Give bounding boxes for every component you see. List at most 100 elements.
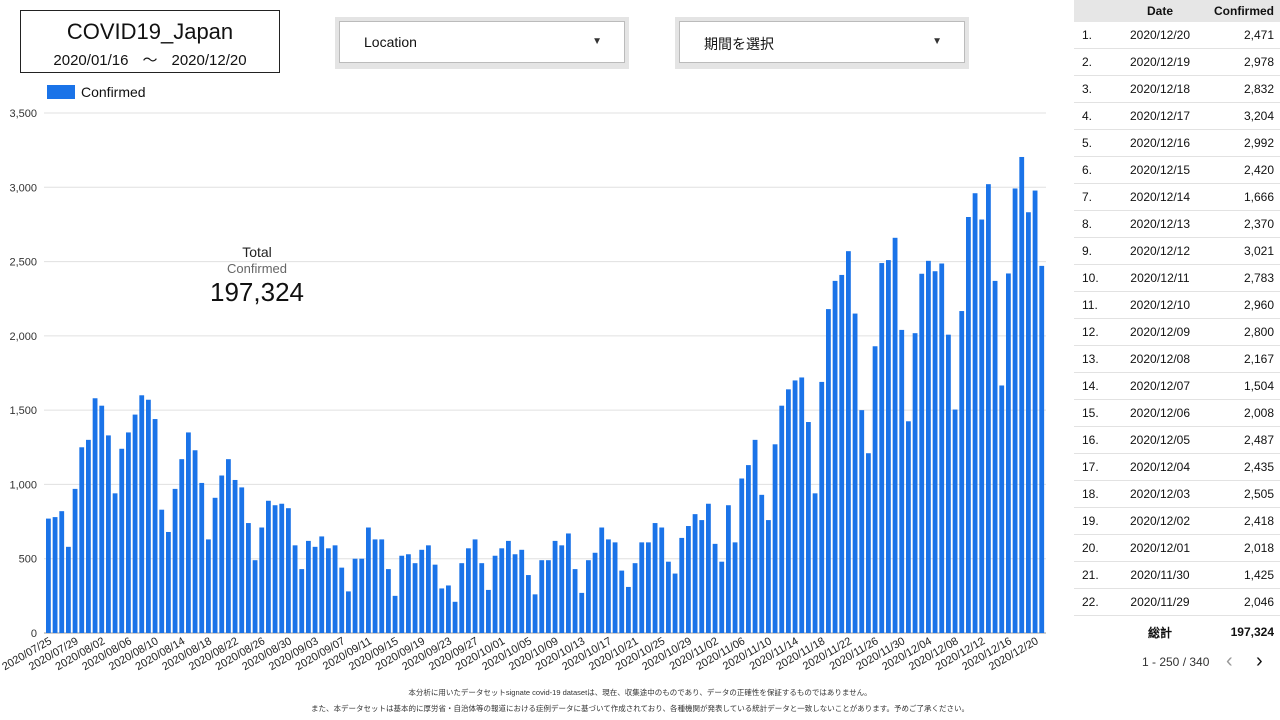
bar[interactable] bbox=[626, 586, 631, 633]
table-row[interactable]: 1. 2020/12/20 2,471 bbox=[1074, 22, 1280, 49]
bar[interactable] bbox=[486, 589, 491, 633]
bar[interactable] bbox=[699, 520, 705, 633]
bar[interactable] bbox=[746, 465, 751, 633]
bar[interactable] bbox=[452, 601, 458, 633]
bar[interactable] bbox=[912, 333, 918, 633]
bar[interactable] bbox=[152, 419, 158, 633]
bar[interactable] bbox=[612, 542, 618, 633]
bar[interactable] bbox=[406, 554, 411, 633]
bar[interactable] bbox=[172, 488, 178, 633]
bar[interactable] bbox=[919, 273, 925, 633]
bar[interactable] bbox=[146, 399, 151, 633]
table-row[interactable]: 22. 2020/11/29 2,046 bbox=[1074, 589, 1280, 616]
bar[interactable] bbox=[959, 311, 965, 633]
table-row[interactable]: 11. 2020/12/10 2,960 bbox=[1074, 292, 1280, 319]
bar[interactable] bbox=[606, 539, 611, 633]
bar[interactable] bbox=[899, 329, 905, 633]
bar[interactable] bbox=[826, 309, 831, 633]
bar[interactable] bbox=[572, 569, 578, 633]
bar[interactable] bbox=[646, 542, 651, 633]
bar[interactable] bbox=[832, 280, 838, 633]
table-row[interactable]: 19. 2020/12/02 2,418 bbox=[1074, 508, 1280, 535]
bar[interactable] bbox=[346, 591, 351, 633]
bar[interactable] bbox=[352, 558, 358, 633]
bar[interactable] bbox=[59, 511, 65, 633]
bar[interactable] bbox=[679, 537, 685, 633]
bar[interactable] bbox=[326, 548, 331, 633]
bar[interactable] bbox=[946, 334, 951, 633]
bar[interactable] bbox=[639, 542, 645, 633]
header-date[interactable]: Date bbox=[1146, 4, 1173, 18]
bar[interactable] bbox=[512, 554, 518, 633]
table-row[interactable]: 10. 2020/12/11 2,783 bbox=[1074, 265, 1280, 292]
bar[interactable] bbox=[839, 274, 845, 633]
bar[interactable] bbox=[799, 377, 805, 633]
bar[interactable] bbox=[86, 439, 91, 633]
bar[interactable] bbox=[432, 564, 438, 633]
bar[interactable] bbox=[46, 518, 51, 633]
bar[interactable] bbox=[846, 251, 851, 634]
bar[interactable] bbox=[66, 546, 71, 633]
bar[interactable] bbox=[159, 509, 165, 633]
bar[interactable] bbox=[446, 585, 451, 633]
bar[interactable] bbox=[992, 280, 998, 633]
bar[interactable] bbox=[879, 263, 885, 633]
bar[interactable] bbox=[892, 237, 898, 634]
table-row[interactable]: 5. 2020/12/16 2,992 bbox=[1074, 130, 1280, 157]
bar[interactable] bbox=[186, 432, 191, 633]
table-row[interactable]: 6. 2020/12/15 2,420 bbox=[1074, 157, 1280, 184]
table-row[interactable]: 9. 2020/12/12 3,021 bbox=[1074, 238, 1280, 265]
table-row[interactable]: 18. 2020/12/03 2,505 bbox=[1074, 481, 1280, 508]
bar[interactable] bbox=[206, 539, 211, 633]
table-row[interactable]: 7. 2020/12/14 1,666 bbox=[1074, 184, 1280, 211]
bar[interactable] bbox=[52, 517, 58, 633]
table-row[interactable]: 16. 2020/12/05 2,487 bbox=[1074, 427, 1280, 454]
bar[interactable] bbox=[286, 508, 291, 633]
bar[interactable] bbox=[459, 563, 465, 633]
bar[interactable] bbox=[439, 588, 445, 633]
bar[interactable] bbox=[792, 380, 798, 633]
bar[interactable] bbox=[226, 459, 231, 633]
bar[interactable] bbox=[412, 563, 418, 633]
bar[interactable] bbox=[519, 549, 525, 633]
bar[interactable] bbox=[312, 546, 318, 633]
bar[interactable] bbox=[246, 523, 251, 633]
bar[interactable] bbox=[339, 567, 345, 633]
bar[interactable] bbox=[232, 479, 238, 633]
bar[interactable] bbox=[986, 184, 991, 634]
bar[interactable] bbox=[192, 450, 198, 633]
bar[interactable] bbox=[859, 410, 865, 633]
bar[interactable] bbox=[886, 260, 891, 633]
bar[interactable] bbox=[766, 520, 771, 633]
bar[interactable] bbox=[526, 575, 531, 633]
bar[interactable] bbox=[419, 549, 425, 633]
chevron-right-icon[interactable]: › bbox=[1256, 650, 1263, 672]
bar[interactable] bbox=[72, 488, 78, 633]
bar[interactable] bbox=[219, 475, 225, 633]
bar[interactable] bbox=[386, 569, 391, 633]
bar[interactable] bbox=[306, 540, 311, 633]
bar[interactable] bbox=[779, 405, 785, 633]
bar[interactable] bbox=[1039, 265, 1045, 633]
bar[interactable] bbox=[366, 527, 371, 633]
bar[interactable] bbox=[972, 193, 978, 633]
bar[interactable] bbox=[139, 395, 145, 633]
bar[interactable] bbox=[546, 560, 551, 633]
table-row[interactable]: 17. 2020/12/04 2,435 bbox=[1074, 454, 1280, 481]
bar[interactable] bbox=[999, 385, 1005, 633]
chevron-left-icon[interactable]: ‹ bbox=[1226, 650, 1233, 672]
bar[interactable] bbox=[652, 523, 658, 633]
bar[interactable] bbox=[939, 263, 945, 634]
bar[interactable] bbox=[79, 447, 85, 633]
table-row[interactable]: 4. 2020/12/17 3,204 bbox=[1074, 103, 1280, 130]
bar[interactable] bbox=[719, 561, 725, 633]
bar[interactable] bbox=[272, 505, 278, 633]
bar[interactable] bbox=[132, 414, 138, 633]
bar[interactable] bbox=[672, 573, 678, 633]
bar[interactable] bbox=[659, 527, 665, 633]
bar[interactable] bbox=[966, 217, 971, 633]
bar[interactable] bbox=[952, 409, 958, 633]
bar[interactable] bbox=[112, 493, 118, 633]
bar[interactable] bbox=[599, 527, 605, 633]
bar[interactable] bbox=[392, 595, 398, 633]
